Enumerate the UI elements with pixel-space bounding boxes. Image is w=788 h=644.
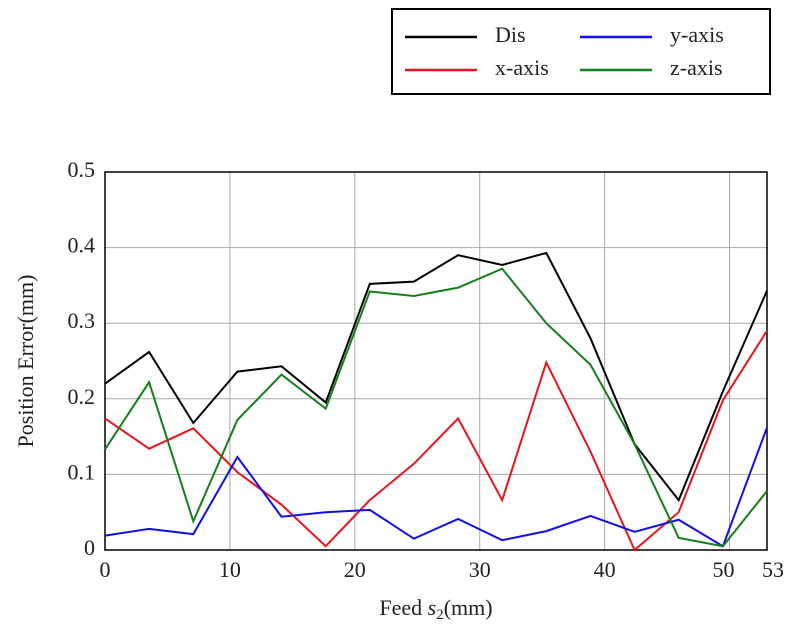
x-tick-label: 20: [344, 557, 366, 582]
x-title-prefix: Feed: [379, 595, 422, 620]
y-tick-label: 0: [84, 535, 95, 560]
x-tick-label: 10: [219, 557, 241, 582]
y-tick-label: 0.5: [68, 157, 96, 182]
series-line: [104, 330, 768, 552]
series-line: [104, 267, 768, 548]
y-axis-title: Position Error(mm): [13, 275, 38, 448]
y-tick-label: 0.3: [68, 308, 96, 333]
legend-label: y-axis: [670, 22, 724, 47]
series-line: [104, 251, 768, 503]
y-tick-label: 0.2: [68, 384, 96, 409]
x-tick-label: 0: [100, 557, 111, 582]
legend-box: [391, 8, 771, 95]
legend-label: x-axis: [495, 55, 549, 80]
y-tick-label: 0.4: [68, 233, 96, 258]
x-title-subscript: 2: [436, 607, 444, 623]
x-axis-title: Feed s2(mm): [379, 595, 492, 623]
plot-frame: [104, 171, 768, 551]
x-title-symbol: s: [428, 595, 437, 620]
legend-label: z-axis: [670, 55, 723, 80]
x-tick-label: 30: [469, 557, 491, 582]
legend-label: Dis: [495, 22, 526, 47]
x-tick-label: 53: [762, 557, 784, 582]
x-tick-label: 40: [594, 557, 616, 582]
x-tick-label: 50: [713, 557, 735, 582]
series-line: [104, 427, 768, 548]
y-tick-label: 0.1: [68, 459, 96, 484]
x-title-suffix: (mm): [444, 595, 493, 620]
